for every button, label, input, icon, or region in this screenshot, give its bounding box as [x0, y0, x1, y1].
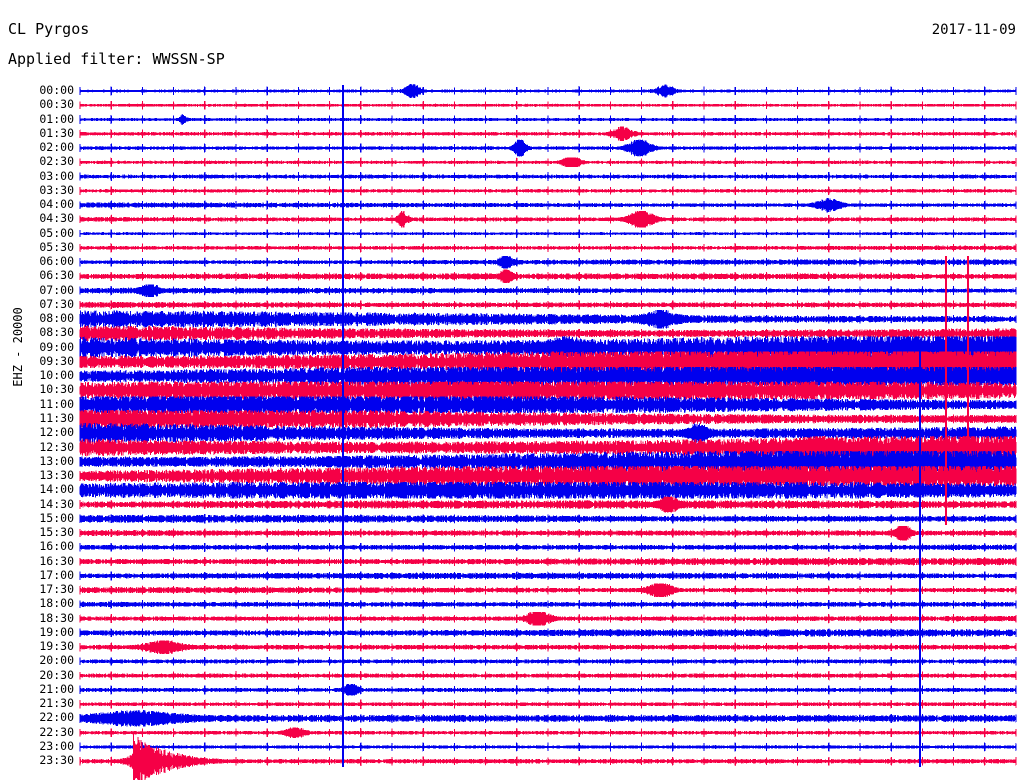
time-tick-label: 23:00 [39, 738, 74, 753]
time-tick-label: 13:00 [39, 453, 74, 468]
applied-filter-label: Applied filter: WWSSN-SP [8, 50, 225, 68]
time-tick-label: 00:00 [39, 83, 74, 97]
time-tick-label: 21:30 [39, 696, 74, 711]
time-tick-label: 08:00 [39, 311, 74, 326]
time-tick-label: 01:30 [39, 125, 74, 140]
time-tick-label: 20:30 [39, 667, 74, 682]
time-tick-label: 06:30 [39, 268, 74, 283]
time-tick-label: 11:30 [39, 410, 74, 425]
time-tick-label: 03:30 [39, 182, 74, 197]
record-date: 2017-11-09 [931, 22, 1016, 38]
time-tick-label: 09:00 [39, 339, 74, 354]
time-tick-label: 23:30 [39, 753, 74, 768]
time-tick-label: 16:00 [39, 539, 74, 554]
time-tick-label: 04:30 [39, 211, 74, 226]
time-tick-label: 17:30 [39, 582, 74, 597]
time-tick-label: 19:00 [39, 624, 74, 639]
time-tick-label: 06:00 [39, 254, 74, 269]
time-tick-label: 07:30 [39, 296, 74, 311]
time-tick-label: 22:00 [39, 710, 74, 725]
time-tick-label: 05:30 [39, 239, 74, 254]
time-tick-label: 18:00 [39, 596, 74, 611]
time-tick-label: 12:00 [39, 425, 74, 440]
time-tick-label: 02:00 [39, 140, 74, 155]
time-tick-label: 19:30 [39, 639, 74, 654]
time-tick-label: 18:30 [39, 610, 74, 625]
time-tick-label: 11:00 [39, 396, 74, 411]
time-tick-label: 15:30 [39, 525, 74, 540]
time-tick-label: 15:00 [39, 510, 74, 525]
time-tick-label: 01:00 [39, 111, 74, 126]
time-tick-label: 00:30 [39, 97, 74, 112]
time-tick-label: 14:30 [39, 496, 74, 511]
time-tick-label: 10:30 [39, 382, 74, 397]
time-tick-label: 05:00 [39, 225, 74, 240]
time-tick-label: 22:30 [39, 724, 74, 739]
time-tick-label: 03:00 [39, 168, 74, 183]
time-tick-label: 16:30 [39, 553, 74, 568]
time-tick-label: 02:30 [39, 154, 74, 169]
time-tick-label: 09:30 [39, 353, 74, 368]
time-tick-label: 13:30 [39, 468, 74, 483]
time-tick-label: 10:00 [39, 368, 74, 383]
time-tick-label: 04:00 [39, 197, 74, 212]
major-quake-trace [133, 733, 268, 780]
time-tick-label: 14:00 [39, 482, 74, 497]
time-tick-label: 08:30 [39, 325, 74, 340]
time-tick-label: 17:00 [39, 567, 74, 582]
time-tick-label: 07:00 [39, 282, 74, 297]
station-title: CL Pyrgos [8, 20, 90, 38]
time-tick-label: 20:00 [39, 653, 74, 668]
time-tick-label: 12:30 [39, 439, 74, 454]
time-tick-label: 21:00 [39, 681, 74, 696]
